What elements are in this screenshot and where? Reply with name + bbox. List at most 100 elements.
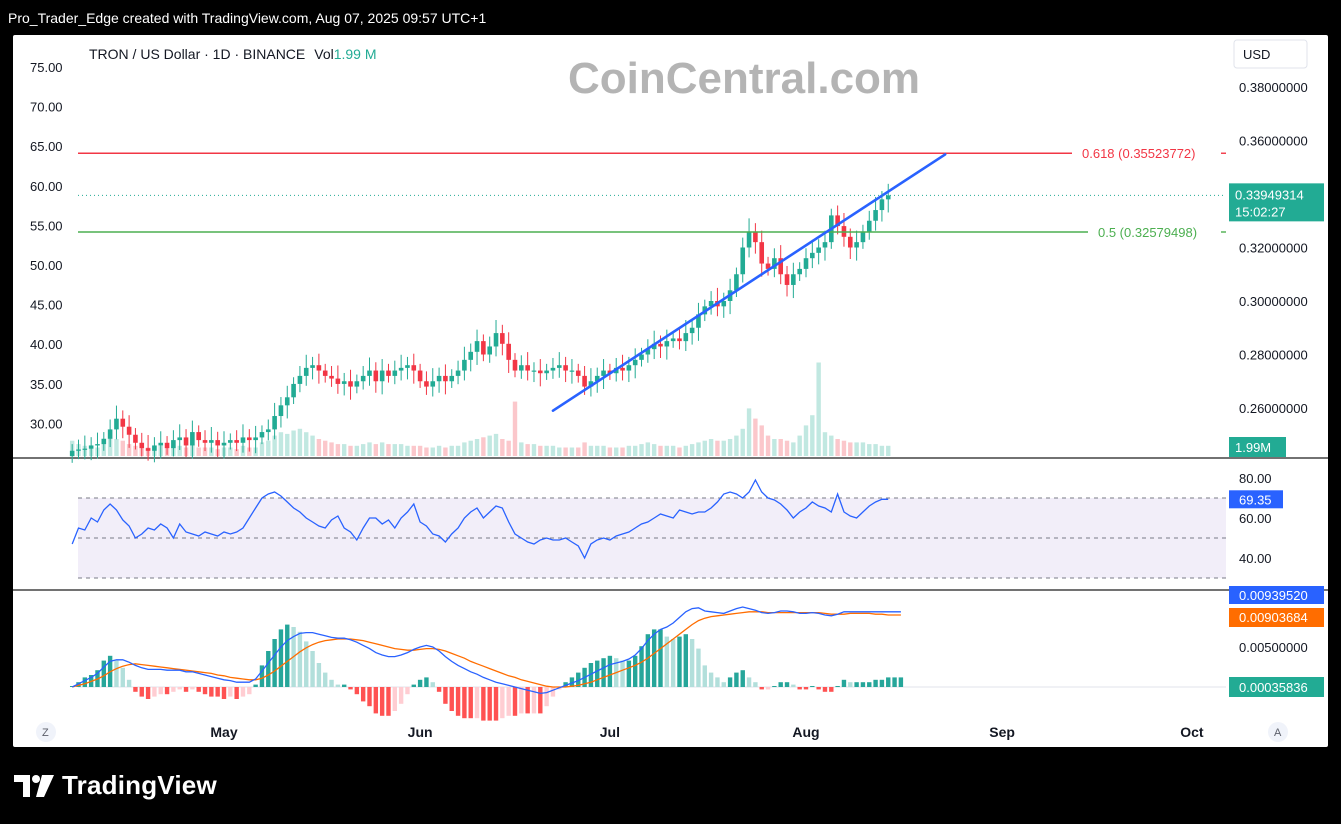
- macd-histogram-bar: [512, 687, 518, 716]
- volume-bar: [576, 447, 581, 456]
- volume-bar: [841, 440, 847, 456]
- macd-histogram-bar: [639, 646, 644, 687]
- macd-histogram-bar: [183, 687, 189, 692]
- macd-histogram-bar: [784, 682, 790, 687]
- right-axis-tick: 0.26000000: [1239, 401, 1308, 416]
- volume-bar: [677, 447, 682, 456]
- macd-histogram-bar: [145, 687, 151, 699]
- candle-body: [190, 432, 195, 446]
- signal-value-tag: [1229, 608, 1324, 627]
- macd-histogram-bar: [848, 682, 853, 687]
- candle-body: [171, 440, 176, 449]
- candle-body: [253, 437, 258, 441]
- candle-body: [607, 370, 613, 374]
- trendline[interactable]: [551, 153, 947, 412]
- chart-frame[interactable]: CoinCentral.com TRON / US Dollar · 1D · …: [13, 35, 1328, 747]
- macd-histogram-bar: [822, 687, 828, 692]
- volume-bar: [784, 440, 790, 456]
- candle-body: [291, 383, 296, 398]
- macd-histogram-bar: [158, 687, 163, 695]
- macd-histogram-bar: [595, 660, 600, 687]
- volume-bar: [531, 444, 537, 456]
- macd-pane[interactable]: 0.00500000 0.00939520 0.00903684 0.00035836: [69, 586, 1324, 721]
- volume-bar: [683, 445, 689, 456]
- macd-histogram-bar: [272, 639, 277, 687]
- macd-histogram-bar: [867, 682, 872, 687]
- macd-histogram-bar: [493, 687, 499, 721]
- time-axis-label: Jul: [600, 724, 620, 740]
- zoom-button[interactable]: [36, 722, 56, 742]
- volume-bar: [348, 445, 353, 456]
- candle-body: [620, 367, 625, 371]
- auto-scale-button-label: A: [1274, 727, 1282, 739]
- fib-level-label: 0.618 (0.35523772): [1082, 146, 1195, 161]
- macd-histogram-bar: [152, 687, 157, 697]
- volume-bar: [538, 445, 543, 456]
- volume-bar: [424, 447, 429, 456]
- macd-histogram-bar: [525, 687, 530, 714]
- macd-histogram-bar: [854, 682, 859, 687]
- fibonacci-levels[interactable]: 0.618 (0.35523772) 0.5 (0.32579498): [78, 146, 1226, 240]
- candle-body: [677, 338, 682, 342]
- macd-histogram-bar: [740, 670, 745, 687]
- candle-body: [626, 365, 632, 371]
- currency-button[interactable]: [1233, 39, 1308, 69]
- macd-histogram-bar: [873, 679, 878, 687]
- time-axis-label: May: [210, 724, 237, 740]
- volume-bar: [291, 430, 296, 456]
- candle-body: [670, 338, 676, 342]
- candle-body: [651, 343, 657, 350]
- volume-bar: [455, 445, 461, 456]
- hist-value-tag: [1229, 677, 1324, 697]
- macd-histogram-bar: [538, 687, 543, 714]
- macd-histogram-bar: [259, 665, 265, 687]
- candle-body: [310, 365, 315, 368]
- candle-body: [582, 375, 587, 387]
- candle-body: [228, 440, 233, 443]
- volume-bar: [398, 444, 404, 456]
- candle-body: [297, 375, 303, 384]
- volume-bar: [285, 433, 290, 456]
- macd-histogram-bar: [266, 651, 271, 687]
- volume-bar: [525, 444, 530, 456]
- volume-bar: [651, 444, 657, 456]
- rsi-value: 69.35: [1239, 492, 1272, 507]
- candle-body: [721, 301, 727, 307]
- volume-bar: [797, 435, 802, 456]
- volume-bar: [323, 440, 328, 456]
- candle-body: [411, 365, 417, 371]
- left-axis-tick: 70.00: [30, 100, 63, 115]
- candle-body: [810, 252, 815, 259]
- volume-tag-value: 1.99M: [1235, 440, 1271, 455]
- volume-bar: [386, 444, 391, 456]
- candle-body: [101, 438, 107, 445]
- macd-histogram-bar: [626, 660, 632, 687]
- candle-body: [860, 231, 866, 243]
- volume-bar: [228, 447, 233, 456]
- candlesticks[interactable]: [69, 183, 891, 463]
- macd-histogram-bar: [177, 687, 182, 690]
- rsi-pane[interactable]: 80.00 60.00 40.00 69.35: [71, 471, 1283, 579]
- tradingview-chart[interactable]: CoinCentral.com TRON / US Dollar · 1D · …: [13, 35, 1328, 747]
- auto-scale-button[interactable]: [1268, 722, 1288, 742]
- candle-body: [316, 365, 322, 371]
- volume-bar: [614, 447, 619, 456]
- candle-body: [885, 195, 891, 200]
- macd-histogram-bar: [209, 687, 214, 697]
- candle-body: [335, 378, 341, 384]
- volume-bar: [557, 447, 562, 456]
- symbol-legend[interactable]: TRON / US Dollar · 1D · BINANCE Vol1.99 M: [89, 46, 377, 62]
- candle-body: [847, 236, 853, 248]
- macd-histogram-bar: [101, 660, 107, 687]
- volume-bar: [266, 440, 271, 456]
- time-axis[interactable]: May Jun Jul Aug Sep Oct: [210, 724, 1204, 740]
- candle-body: [866, 220, 872, 232]
- volume-bar: [341, 444, 347, 456]
- time-axis-label: Oct: [1180, 724, 1204, 740]
- volume-bar: [373, 444, 379, 456]
- volume-bar: [544, 445, 549, 456]
- tradingview-brand[interactable]: TradingView: [14, 770, 217, 801]
- macd-histogram-bar: [746, 677, 752, 687]
- volume-bar: [689, 444, 695, 456]
- left-axis-tick: 35.00: [30, 377, 63, 392]
